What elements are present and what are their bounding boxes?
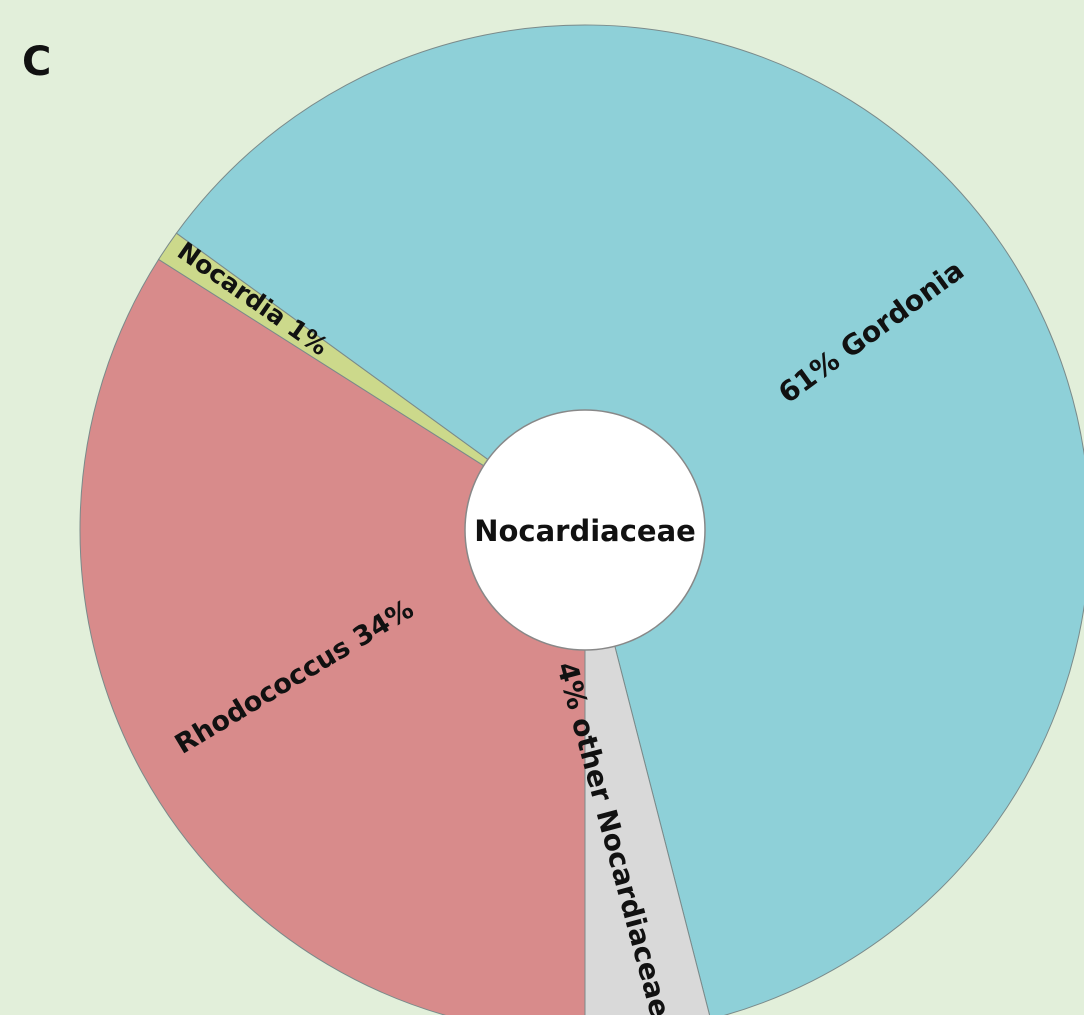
slice [584,529,711,1015]
slice [79,258,586,1015]
panel-label: C [22,39,51,85]
center-hole [464,409,706,651]
center-label: Nocardiaceae [474,514,696,548]
